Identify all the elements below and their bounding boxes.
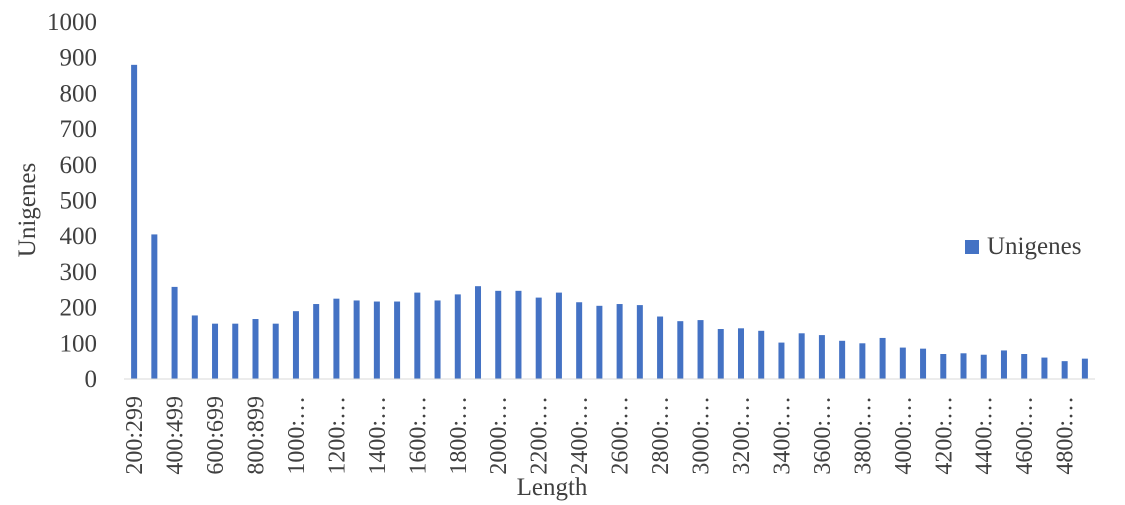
x-tick-label: 4600:…: [1012, 396, 1038, 475]
bar: [657, 316, 664, 379]
bar: [839, 340, 846, 379]
bar: [515, 290, 522, 379]
bar: [373, 301, 380, 379]
x-tick-label: 3200:…: [729, 396, 755, 475]
bar: [495, 290, 502, 379]
bar: [1000, 350, 1007, 379]
x-tick-label: 2000:…: [486, 396, 512, 475]
bar: [677, 321, 684, 379]
bar: [899, 347, 906, 379]
y-axis-title: Unigenes: [14, 162, 41, 258]
legend-swatch: [965, 240, 979, 254]
bar: [414, 292, 421, 379]
bar: [940, 354, 947, 379]
x-tick-label: 600:699: [203, 396, 229, 475]
x-tick-label: 4000:…: [891, 396, 917, 475]
y-tick-label: 700: [60, 116, 98, 143]
bar: [960, 353, 967, 379]
x-tick-label: 1200:…: [324, 396, 350, 475]
x-tick-label: 2200:…: [527, 396, 553, 475]
y-tick-label: 600: [60, 152, 98, 179]
bar: [212, 323, 219, 379]
bar: [475, 286, 482, 379]
x-tick-label: 1800:…: [446, 396, 472, 475]
bar: [1061, 361, 1068, 379]
bar: [717, 329, 724, 379]
bar: [576, 302, 583, 379]
y-axis-ticks: 0 100 200 300 400 500 600 700 800 900 1000: [47, 9, 97, 393]
bar: [252, 319, 259, 379]
bar: [555, 292, 562, 379]
y-tick-label: 300: [60, 259, 98, 286]
legend: Unigenes: [965, 233, 1081, 261]
bar: [758, 330, 765, 379]
bar: [818, 335, 825, 379]
y-tick-label: 400: [60, 223, 98, 250]
bar: [636, 305, 643, 379]
x-tick-label: 4800:…: [1053, 396, 1079, 475]
y-tick-label: 800: [60, 80, 98, 107]
y-tick-label: 100: [60, 330, 98, 357]
y-tick-label: 0: [85, 366, 98, 393]
bar: [131, 64, 138, 379]
y-tick-label: 500: [60, 188, 98, 215]
bar: [737, 328, 744, 379]
x-tick-label: 1000:…: [284, 396, 310, 475]
x-tick-label: 4200:…: [931, 396, 957, 475]
bar: [697, 320, 704, 379]
bar: [434, 300, 441, 379]
bar: [879, 337, 886, 379]
y-tick-label: 200: [60, 295, 98, 322]
bar: [616, 304, 623, 379]
bar: [394, 301, 401, 379]
bar: [232, 323, 239, 379]
x-tick-label: 3600:…: [810, 396, 836, 475]
bar: [920, 348, 927, 379]
legend-label: Unigenes: [987, 233, 1082, 260]
bar: [1021, 354, 1028, 379]
bar: [151, 234, 158, 379]
x-tick-label: 200:299: [122, 396, 148, 475]
x-tick-label: 1600:…: [405, 396, 431, 475]
x-tick-label: 3000:…: [689, 396, 715, 475]
x-tick-label: 2400:…: [567, 396, 593, 475]
bar: [292, 311, 299, 379]
y-tick-label: 1000: [47, 9, 97, 36]
bar: [778, 342, 785, 379]
x-tick-label: 3800:…: [850, 396, 876, 475]
bar: [313, 304, 320, 379]
x-axis-title: Length: [516, 474, 588, 501]
bar: [333, 298, 340, 379]
bar: [798, 333, 805, 379]
bar: [980, 354, 987, 379]
x-tick-label: 4400:…: [972, 396, 998, 475]
bars: [131, 64, 1088, 379]
bar: [191, 315, 198, 379]
x-axis-ticks: 200:299 400:499 600:699 800:899 1000:… 1200:……: [122, 396, 1079, 475]
bar: [171, 286, 178, 379]
bar: [353, 300, 360, 379]
bar: [596, 305, 603, 379]
y-tick-label: 900: [60, 45, 98, 72]
x-tick-label: 1400:…: [365, 396, 391, 475]
x-tick-label: 800:899: [243, 396, 269, 475]
bar: [859, 343, 866, 379]
x-tick-label: 400:499: [163, 396, 189, 475]
x-tick-label: 2600:…: [608, 396, 634, 475]
bar: [272, 323, 279, 379]
bar: [535, 297, 542, 379]
x-tick-label: 3400:…: [769, 396, 795, 475]
x-tick-label: 2800:…: [648, 396, 674, 475]
bar: [1081, 358, 1088, 379]
bar: [454, 294, 461, 379]
bar: [1041, 357, 1048, 379]
